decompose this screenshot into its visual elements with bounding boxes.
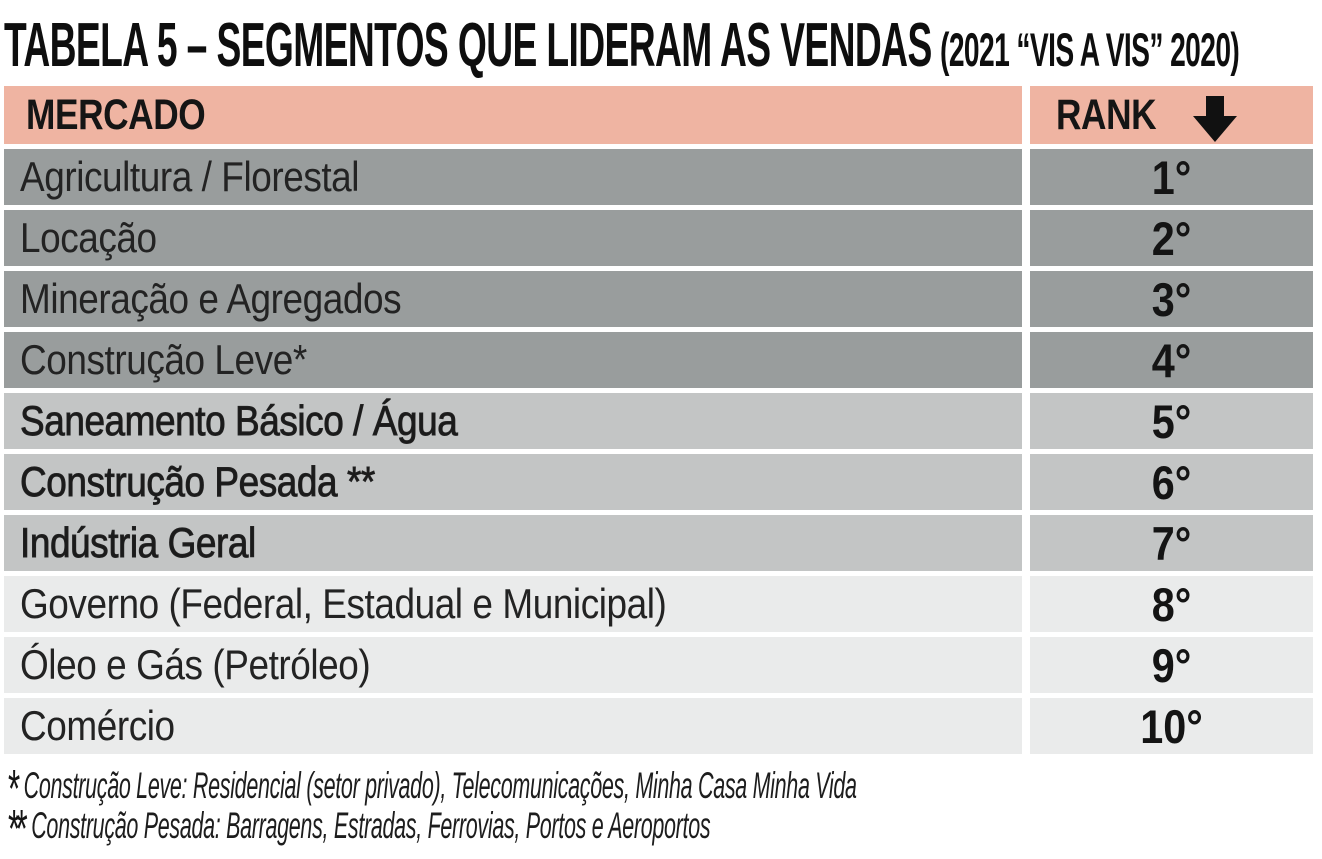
market-label: Agricultura / Florestal [20, 153, 360, 200]
rank-cell: 10° [1030, 698, 1313, 754]
footnotes: * Construção Leve: Residencial (setor pri… [8, 760, 1322, 856]
market-cell: Construção Leve* [4, 332, 1022, 388]
sort-descending-arrow-icon [1193, 96, 1238, 142]
market-cell: Indústria Geral [4, 515, 1022, 571]
market-label: Óleo e Gás (Petróleo) [20, 641, 371, 688]
rank-table: MERCADO RANK Agricultura / Florestal 1° … [4, 86, 1313, 754]
market-cell: Governo (Federal, Estadual e Municipal) [4, 576, 1022, 632]
footnote-text: Construção Pesada: Barragens, Estradas, … [31, 805, 711, 846]
market-cell: Agricultura / Florestal [4, 149, 1022, 205]
rank-cell: 7° [1030, 515, 1313, 571]
market-label: Saneamento Básico / Água [20, 397, 459, 445]
market-label: Locação [20, 214, 157, 261]
rank-value: 5° [1151, 394, 1192, 448]
rank-cell: 8° [1030, 576, 1313, 632]
rank-value: 7° [1151, 516, 1192, 570]
title-text: TABELA 5 – SEGMENTOS QUE LIDERAM AS VEND… [4, 10, 932, 80]
footnote-text: Construção Leve: Residencial (setor priv… [23, 765, 857, 806]
rank-cell: 4° [1030, 332, 1313, 388]
rank-cell: 1° [1030, 149, 1313, 205]
market-cell: Locação [4, 210, 1022, 266]
market-label: Indústria Geral [20, 519, 257, 567]
market-label: Governo (Federal, Estadual e Municipal) [20, 580, 667, 627]
market-cell: Saneamento Básico / Água [4, 393, 1022, 449]
table-title: TABELA 5 – SEGMENTOS QUE LIDERAM AS VEND… [4, 8, 1322, 82]
rank-value: 6° [1151, 455, 1192, 509]
market-label: Construção Pesada ** [20, 458, 376, 506]
rank-value: 2° [1151, 211, 1192, 265]
rank-value: 9° [1151, 638, 1192, 692]
rank-value: 8° [1151, 577, 1192, 631]
rank-header-label: RANK [1056, 90, 1157, 139]
rank-cell: 5° [1030, 393, 1313, 449]
mercado-header-label: MERCADO [26, 90, 206, 139]
market-cell: Construção Pesada ** [4, 454, 1022, 510]
market-label: Comércio [20, 702, 175, 749]
column-header-mercado: MERCADO [4, 86, 1022, 144]
market-cell: Óleo e Gás (Petróleo) [4, 637, 1022, 693]
footnote-line: ** Construção Pesada: Barragens, Estradas… [8, 800, 1322, 856]
rank-cell: 3° [1030, 271, 1313, 327]
market-cell: Mineração e Agregados [4, 271, 1022, 327]
footnote-marker: * [8, 759, 20, 819]
rank-value: 1° [1151, 150, 1192, 204]
column-header-rank: RANK [1030, 86, 1313, 144]
rank-cell: 6° [1030, 454, 1313, 510]
footnote-line: * Construção Leve: Residencial (setor pri… [8, 760, 1322, 816]
market-label: Mineração e Agregados [20, 275, 402, 322]
footnote-marker: ** [8, 799, 28, 859]
rank-cell: 2° [1030, 210, 1313, 266]
rank-value: 4° [1151, 333, 1192, 387]
rank-value: 3° [1151, 272, 1192, 326]
market-label: Construção Leve* [20, 336, 307, 383]
title-subtitle: (2021 “VIS A VIS” 2020) [940, 22, 1240, 76]
rank-cell: 9° [1030, 637, 1313, 693]
rank-value: 10° [1140, 699, 1203, 753]
market-cell: Comércio [4, 698, 1022, 754]
